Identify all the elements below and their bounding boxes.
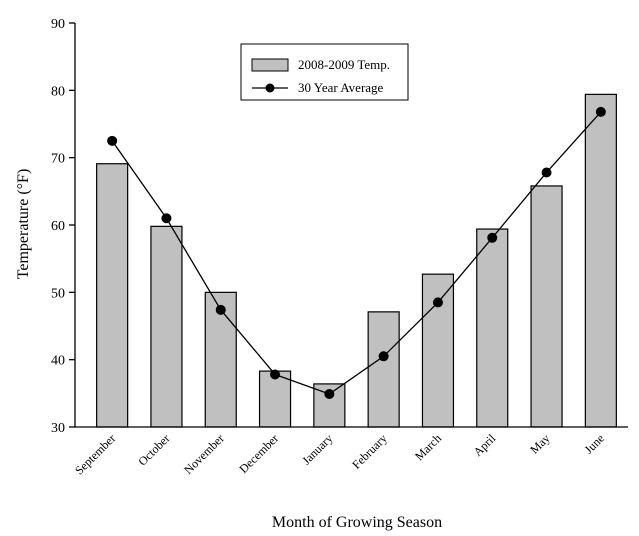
- average-point-january: [324, 389, 335, 400]
- x-tick-label: October: [135, 431, 172, 468]
- x-tick-label: January: [299, 431, 335, 467]
- bar-june: [584, 93, 617, 428]
- x-tick-label: April: [471, 431, 499, 459]
- y-tick-label: 90: [51, 17, 65, 32]
- bar-december: [258, 370, 292, 428]
- x-tick-label: February: [349, 431, 390, 472]
- bar-may: [530, 185, 563, 428]
- average-point-march: [432, 297, 443, 308]
- y-axis-ticks: 30 40 50 60 70 80 90: [51, 17, 75, 436]
- x-tick-label: December: [236, 431, 281, 476]
- legend: 2008-2009 Temp. 30 Year Average: [240, 43, 409, 101]
- y-tick-label: 60: [51, 219, 65, 234]
- y-tick-label: 30: [51, 421, 65, 436]
- average-point-october: [161, 213, 172, 224]
- y-axis-label: Temperature (°F): [15, 169, 32, 280]
- legend-label-line: 30 Year Average: [298, 80, 384, 95]
- x-tick-label: June: [582, 431, 607, 456]
- legend-label-bars: 2008-2009 Temp.: [298, 57, 390, 72]
- bar-series: [96, 93, 617, 428]
- bar-april: [476, 228, 509, 428]
- line-series: [107, 106, 606, 400]
- bar-february: [367, 311, 400, 428]
- y-tick-label: 70: [51, 152, 65, 167]
- y-tick-label: 40: [51, 354, 65, 369]
- legend-marker: [265, 83, 275, 93]
- average-point-may: [541, 167, 552, 178]
- average-point-april: [487, 232, 498, 243]
- x-axis-label: Month of Growing Season: [272, 514, 442, 531]
- average-point-november: [215, 304, 226, 315]
- x-tick-label: September: [72, 431, 118, 477]
- bar-october: [150, 225, 183, 428]
- average-point-december: [270, 369, 281, 380]
- bar-september: [96, 163, 129, 428]
- average-point-june: [595, 106, 606, 117]
- average-line: [111, 111, 602, 395]
- x-tick-label: May: [527, 431, 552, 456]
- x-tick-label: March: [412, 431, 444, 463]
- plot-area: [96, 93, 617, 428]
- legend-bar-swatch: [251, 58, 289, 72]
- average-point-february: [378, 351, 389, 362]
- average-point-september: [107, 135, 118, 146]
- x-axis-ticks: September October November December January F…: [72, 431, 607, 478]
- bar-march: [421, 273, 455, 428]
- y-tick-label: 50: [51, 286, 65, 301]
- y-tick-label: 80: [51, 84, 65, 99]
- x-tick-label: November: [181, 431, 227, 477]
